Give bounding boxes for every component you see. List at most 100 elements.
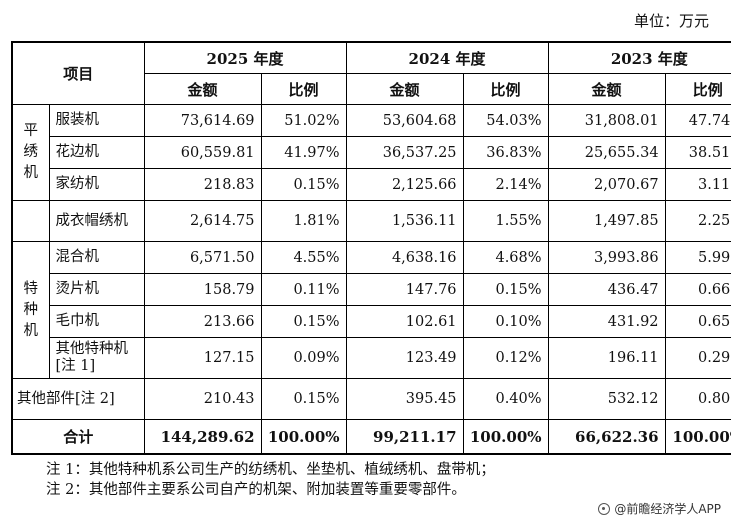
header-ratio: 比例 — [664, 73, 731, 105]
header-year-2025: 2025 年度 — [143, 41, 347, 74]
table-row: 烫片机 158.79 0.11% 147.76 0.15% 436.47 0.6… — [12, 273, 731, 306]
cell-value: 210.43 — [143, 378, 262, 420]
cell-value: 1.55% — [462, 200, 549, 242]
table-notes: 注 1：其他特种机系公司生产的纺绣机、坐垫机、植绒绣机、盘带机； 注 2：其他部… — [46, 460, 495, 500]
total-value: 100.00% — [462, 419, 549, 455]
cell-value: 0.15% — [260, 378, 347, 420]
cell-value: 213.66 — [143, 305, 262, 338]
cell-value: 1,536.11 — [345, 200, 464, 242]
cell-value: 36,537.25 — [345, 136, 464, 169]
cell-value: 196.11 — [547, 337, 666, 379]
cell-value: 25,655.34 — [547, 136, 666, 169]
revenue-table: 项目 2025 年度 2024 年度 2023 年度 金额 比例 金额 比例 金… — [11, 41, 731, 455]
cell-value: 218.83 — [143, 168, 262, 201]
group-label-flat: 平绣机 — [11, 104, 50, 201]
cell-value: 2,070.67 — [547, 168, 666, 201]
cell-value: 0.12% — [462, 337, 549, 379]
row-name: 服装机 — [48, 104, 145, 137]
cell-value: 4,638.16 — [345, 241, 464, 274]
cell-value: 60,559.81 — [143, 136, 262, 169]
total-value: 144,289.62 — [143, 419, 262, 455]
cell-value: 41.97% — [260, 136, 347, 169]
group-label-empty — [11, 200, 50, 242]
header-amount: 金额 — [547, 73, 666, 105]
cell-value: 2.25% — [664, 200, 731, 242]
cell-value: 436.47 — [547, 273, 666, 306]
total-value: 100.00% — [260, 419, 347, 455]
cell-value: 0.11% — [260, 273, 347, 306]
cell-value: 0.15% — [260, 305, 347, 338]
cell-value: 0.29% — [664, 337, 731, 379]
total-value: 100.00% — [664, 419, 731, 455]
note-2: 注 2：其他部件主要系公司自产的机架、附加装置等重要零部件。 — [46, 482, 466, 498]
total-value: 99,211.17 — [345, 419, 464, 455]
cell-value: 31,808.01 — [547, 104, 666, 137]
header-amount: 金额 — [345, 73, 464, 105]
header-row-sub: 金额 比例 金额 比例 金额 比例 — [12, 73, 731, 105]
cell-value: 5.99% — [664, 241, 731, 274]
cell-value: 0.10% — [462, 305, 549, 338]
cell-value: 0.40% — [462, 378, 549, 420]
cell-value: 0.15% — [462, 273, 549, 306]
cell-value: 0.66% — [664, 273, 731, 306]
row-name: 其他特种机[注 1] — [48, 337, 145, 379]
watermark-text: @前瞻经济学人APP — [614, 502, 721, 516]
row-name: 家纺机 — [48, 168, 145, 201]
cell-value: 127.15 — [143, 337, 262, 379]
cell-value: 532.12 — [547, 378, 666, 420]
cell-value: 51.02% — [260, 104, 347, 137]
cell-value: 0.80% — [664, 378, 731, 420]
cell-value: 38.51% — [664, 136, 731, 169]
row-name: 烫片机 — [48, 273, 145, 306]
cell-value: 36.83% — [462, 136, 549, 169]
cell-value: 4.55% — [260, 241, 347, 274]
header-year-2024: 2024 年度 — [345, 41, 549, 74]
row-name: 花边机 — [48, 136, 145, 169]
total-value: 66,622.36 — [547, 419, 666, 455]
header-year-2023: 2023 年度 — [547, 41, 731, 74]
cell-value: 431.92 — [547, 305, 666, 338]
total-label: 合计 — [11, 419, 145, 455]
cell-value: 6,571.50 — [143, 241, 262, 274]
header-amount: 金额 — [143, 73, 262, 105]
source-watermark: @前瞻经济学人APP — [598, 500, 721, 517]
header-ratio: 比例 — [462, 73, 549, 105]
cell-value: 123.49 — [345, 337, 464, 379]
table-row: 其他特种机[注 1] 127.15 0.09% 123.49 0.12% 196… — [12, 337, 731, 379]
cell-value: 2.14% — [462, 168, 549, 201]
header-item: 项目 — [11, 41, 145, 105]
note-1: 注 1：其他特种机系公司生产的纺绣机、坐垫机、植绒绣机、盘带机； — [46, 462, 495, 478]
cell-value: 158.79 — [143, 273, 262, 306]
cell-value: 0.09% — [260, 337, 347, 379]
row-name: 成衣帽绣机 — [48, 200, 145, 242]
row-name: 其他部件[注 2] — [11, 378, 145, 420]
cell-value: 3,993.86 — [547, 241, 666, 274]
table-row: 家纺机 218.83 0.15% 2,125.66 2.14% 2,070.67… — [12, 168, 731, 201]
total-row: 合计 144,289.62 100.00% 99,211.17 100.00% … — [11, 419, 731, 455]
table-row: 特种机 混合机 6,571.50 4.55% 4,638.16 4.68% 3,… — [11, 241, 731, 379]
row-name: 毛巾机 — [48, 305, 145, 338]
header-ratio: 比例 — [260, 73, 347, 105]
cell-value: 73,614.69 — [143, 104, 262, 137]
cell-value: 3.11% — [664, 168, 731, 201]
header-row-years: 项目 2025 年度 2024 年度 2023 年度 — [11, 41, 731, 105]
table-row: 平绣机 服装机 73,614.69 51.02% 53,604.68 54.03… — [11, 104, 731, 201]
cell-value: 2,614.75 — [143, 200, 262, 242]
cell-value: 54.03% — [462, 104, 549, 137]
cell-value: 1.81% — [260, 200, 347, 242]
cell-value: 53,604.68 — [345, 104, 464, 137]
cell-value: 395.45 — [345, 378, 464, 420]
cell-value: 0.15% — [260, 168, 347, 201]
table-row: 其他部件[注 2] 210.43 0.15% 395.45 0.40% 532.… — [11, 378, 731, 420]
table-row: 毛巾机 213.66 0.15% 102.61 0.10% 431.92 0.6… — [12, 305, 731, 338]
cell-value: 147.76 — [345, 273, 464, 306]
cell-value: 2,125.66 — [345, 168, 464, 201]
cell-value: 102.61 — [345, 305, 464, 338]
cell-value: 1,497.85 — [547, 200, 666, 242]
unit-label: 单位：万元 — [633, 12, 709, 30]
table-row: 成衣帽绣机 2,614.75 1.81% 1,536.11 1.55% 1,49… — [11, 200, 731, 242]
group-label-special: 特种机 — [11, 241, 50, 379]
cell-value: 0.65% — [664, 305, 731, 338]
row-name: 混合机 — [48, 241, 145, 274]
cell-value: 47.74% — [664, 104, 731, 137]
